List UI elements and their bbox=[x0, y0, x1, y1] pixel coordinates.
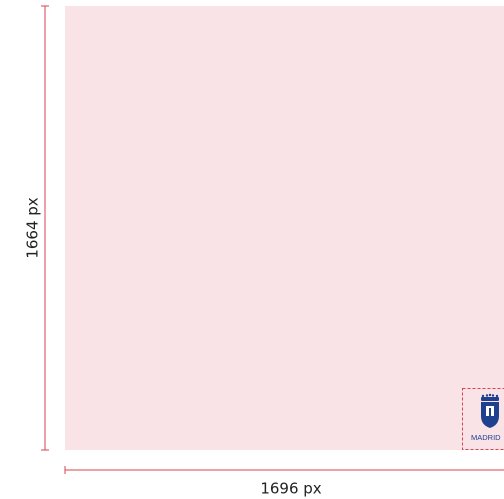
logo-text: MADRID bbox=[471, 433, 501, 442]
artboard bbox=[65, 6, 504, 450]
width-label: 1696 px bbox=[260, 480, 321, 498]
logo-safe-area bbox=[462, 388, 504, 450]
madrid-crest bbox=[481, 393, 499, 428]
canvas: 1664 px 1696 px MADRID bbox=[24, 5, 504, 498]
height-label: 1664 px bbox=[24, 197, 42, 258]
